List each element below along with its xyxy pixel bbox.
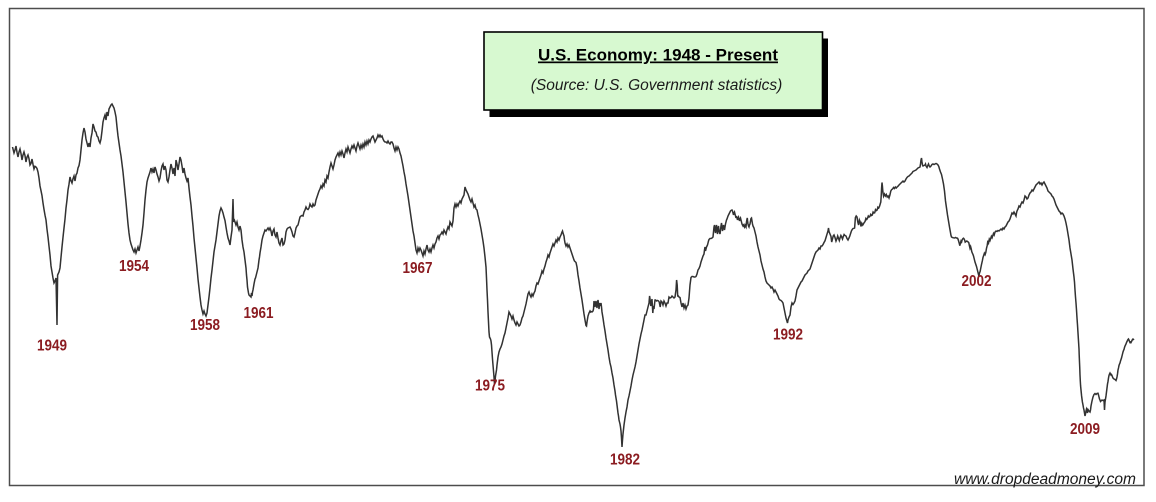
svg-text:(Source: U.S. Government stati: (Source: U.S. Government statistics) [531, 77, 783, 94]
svg-text:www.dropdeadmoney.com: www.dropdeadmoney.com [954, 471, 1136, 488]
svg-text:1954: 1954 [119, 258, 149, 275]
svg-text:1961: 1961 [244, 305, 274, 322]
svg-text:1949: 1949 [37, 338, 67, 355]
svg-text:1992: 1992 [773, 327, 803, 344]
svg-text:2002: 2002 [962, 273, 992, 290]
svg-text:1982: 1982 [610, 452, 640, 469]
svg-text:2009: 2009 [1070, 421, 1100, 438]
svg-text:U.S. Economy: 1948 - Present: U.S. Economy: 1948 - Present [538, 46, 778, 65]
svg-text:1975: 1975 [475, 378, 505, 395]
svg-text:1967: 1967 [403, 260, 433, 277]
svg-text:1958: 1958 [190, 317, 220, 334]
